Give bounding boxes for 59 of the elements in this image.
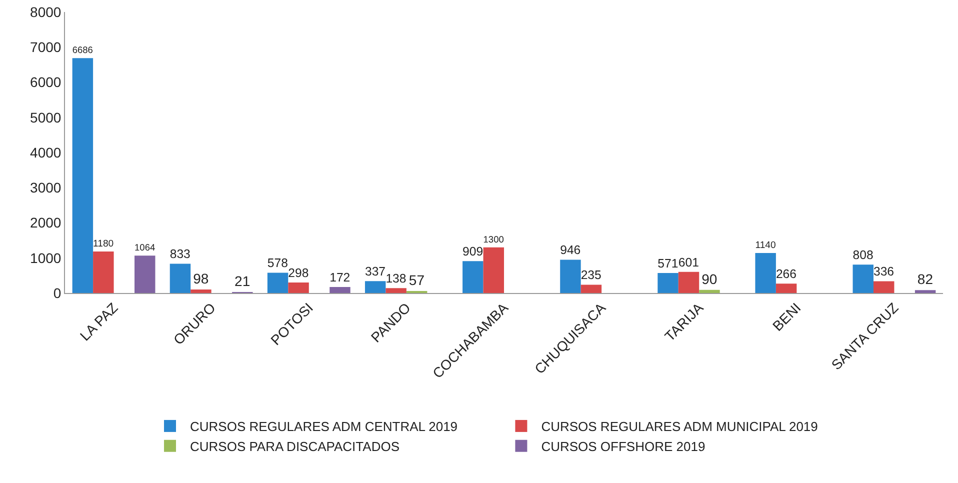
data-label: 235 — [580, 268, 602, 282]
data-label: 601 — [678, 255, 700, 270]
data-label: 1180 — [93, 238, 114, 250]
data-label: 1064 — [134, 242, 156, 253]
bar — [873, 281, 894, 293]
bar — [93, 252, 114, 293]
legend-label: CURSOS OFFSHORE 2019 — [541, 438, 706, 454]
bar — [776, 284, 797, 293]
y-tick-label: 0 — [53, 284, 62, 301]
bar — [462, 261, 484, 293]
y-tick-label: 4000 — [30, 144, 62, 160]
bar — [658, 272, 678, 293]
bar — [288, 282, 309, 293]
data-label: 833 — [170, 247, 191, 262]
legend-label: CURSOS REGULARES ADM MUNICIPAL 2019 — [541, 419, 818, 434]
data-label: 21 — [234, 273, 250, 289]
data-label: 90 — [702, 270, 718, 287]
bar — [755, 252, 776, 293]
y-tick-label: 8000 — [30, 4, 62, 20]
data-label: 98 — [193, 270, 209, 287]
bar — [852, 264, 874, 293]
bar — [134, 256, 156, 293]
bar — [483, 247, 504, 293]
data-label: 578 — [267, 256, 288, 270]
y-tick-label: 2000 — [30, 214, 62, 231]
data-label: 1300 — [483, 234, 504, 244]
data-label: 1140 — [755, 240, 776, 251]
y-tick-label: 5000 — [30, 109, 62, 126]
bar — [72, 58, 94, 293]
data-label: 298 — [288, 266, 309, 280]
bar — [914, 290, 936, 293]
data-label: 808 — [852, 248, 874, 262]
bar — [580, 284, 602, 293]
data-label: 571 — [658, 256, 678, 270]
data-label: 266 — [776, 267, 797, 282]
legend-label: CURSOS PARA DISCAPACITADOS — [190, 438, 400, 454]
data-label: 946 — [560, 243, 581, 258]
bar — [267, 272, 288, 293]
data-label: 909 — [462, 244, 484, 258]
data-label: 6686 — [72, 45, 93, 56]
bar — [678, 272, 700, 293]
y-tick-label: 6000 — [30, 74, 62, 90]
legend-label: CURSOS REGULARES ADM CENTRAL 2019 — [190, 419, 458, 434]
data-label: 172 — [330, 270, 350, 284]
data-label: 337 — [364, 264, 386, 279]
data-label: 82 — [917, 271, 934, 288]
bar — [364, 281, 386, 293]
data-label: 336 — [873, 264, 894, 279]
y-tick-label: 1000 — [30, 250, 62, 266]
bar — [330, 286, 350, 293]
y-tick-label: 7000 — [30, 39, 62, 56]
data-label: 138 — [386, 272, 406, 286]
bar — [699, 290, 720, 293]
bar — [170, 264, 191, 293]
bar — [386, 288, 406, 293]
y-tick-label: 3000 — [30, 180, 62, 196]
data-label: 57 — [408, 272, 425, 288]
bar — [560, 260, 581, 293]
bar — [190, 290, 212, 293]
